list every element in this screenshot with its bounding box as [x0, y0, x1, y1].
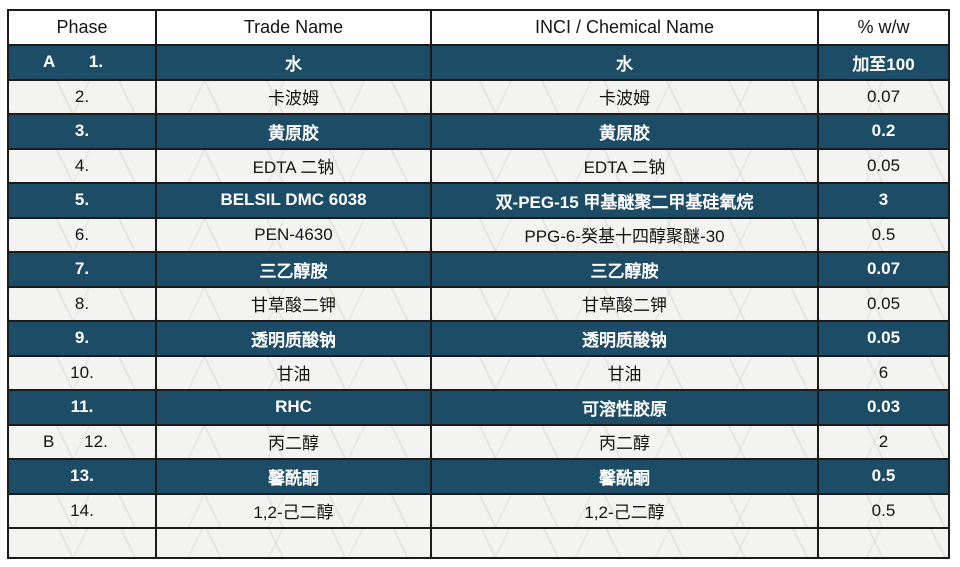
percent-cell: 0.07 — [817, 78, 950, 115]
trade-name-cell: 三乙醇胺 — [155, 251, 432, 288]
phase-letter: B — [43, 431, 55, 451]
table-row: A 1. 水 水 加至100 — [7, 44, 950, 81]
trade-name-cell: 丙二醇 — [155, 423, 432, 460]
trade-name-cell: BELSIL DMC 6038 — [155, 182, 432, 219]
header-row: Phase Trade Name INCI / Chemical Name % … — [7, 9, 950, 46]
inci-name-cell: 卡波姆 — [430, 78, 819, 115]
phase-letter: A — [43, 52, 56, 72]
row-number: 4. — [74, 155, 90, 175]
percent-cell: 0.03 — [817, 389, 950, 426]
table-row: 13. 馨酰酮 馨酰酮 0.5 — [7, 458, 950, 495]
inci-name-cell: 甘草酸二钾 — [430, 285, 819, 322]
phase-cell: 9. — [7, 320, 157, 357]
row-number: 2. — [74, 86, 90, 106]
inci-name-cell: EDTA 二钠 — [430, 147, 819, 184]
trade-name-cell: 甘油 — [155, 354, 432, 391]
inci-name-cell: PPG-6-癸基十四醇聚醚-30 — [430, 216, 819, 253]
inci-name-cell: 可溶性胶原 — [430, 389, 819, 426]
phase-cell: 11. — [7, 389, 157, 426]
inci-name-cell: 水 — [430, 44, 819, 81]
phase-cell: 10. — [7, 354, 157, 391]
trade-name-cell: 透明质酸钠 — [155, 320, 432, 357]
phase-cell: 6. — [7, 216, 157, 253]
row-number: 6. — [74, 224, 90, 244]
row-number: 14. — [70, 500, 94, 520]
phase-cell: B 12. — [7, 423, 157, 460]
inci-name-cell: 1,2-己二醇 — [430, 492, 819, 529]
row-number: 3. — [74, 121, 90, 141]
percent-cell: 0.07 — [817, 251, 950, 288]
phase-cell — [7, 527, 157, 559]
percent-cell: 0.05 — [817, 320, 950, 357]
row-number: 9. — [74, 328, 90, 348]
table-row: 7. 三乙醇胺 三乙醇胺 0.07 — [7, 251, 950, 288]
percent-cell: 0.5 — [817, 216, 950, 253]
table-row: 5. BELSIL DMC 6038 双-PEG-15 甲基醚聚二甲基硅氧烷 3 — [7, 182, 950, 219]
trade-name-cell: 馨酰酮 — [155, 458, 432, 495]
percent-cell: 2 — [817, 423, 950, 460]
percent-cell: 0.2 — [817, 113, 950, 150]
column-header-phase: Phase — [7, 9, 157, 46]
percent-cell: 6 — [817, 354, 950, 391]
percent-cell: 加至100 — [817, 44, 950, 81]
percent-cell: 0.05 — [817, 285, 950, 322]
phase-cell: 7. — [7, 251, 157, 288]
table-row: B 12. 丙二醇 丙二醇 2 — [7, 423, 950, 460]
table-row: 3. 黄原胶 黄原胶 0.2 — [7, 113, 950, 150]
table-row: 11. RHC 可溶性胶原 0.03 — [7, 389, 950, 426]
percent-cell: 0.05 — [817, 147, 950, 184]
column-header-trade-name: Trade Name — [155, 9, 432, 46]
column-header-inci-chemical-name: INCI / Chemical Name — [430, 9, 819, 46]
inci-name-cell: 黄原胶 — [430, 113, 819, 150]
trade-name-cell: 黄原胶 — [155, 113, 432, 150]
percent-cell: 0.5 — [817, 492, 950, 529]
row-number: 5. — [74, 190, 90, 210]
inci-name-cell: 甘油 — [430, 354, 819, 391]
trade-name-cell: RHC — [155, 389, 432, 426]
percent-cell — [817, 527, 950, 559]
table-row: 2. 卡波姆 卡波姆 0.07 — [7, 78, 950, 115]
inci-name-cell: 双-PEG-15 甲基醚聚二甲基硅氧烷 — [430, 182, 819, 219]
row-number: 13. — [70, 466, 94, 486]
trade-name-cell: EDTA 二钠 — [155, 147, 432, 184]
inci-name-cell: 透明质酸钠 — [430, 320, 819, 357]
phase-cell: 2. — [7, 78, 157, 115]
inci-name-cell: 三乙醇胺 — [430, 251, 819, 288]
table-row: 14. 1,2-己二醇 1,2-己二醇 0.5 — [7, 492, 950, 529]
phase-cell: 14. — [7, 492, 157, 529]
phase-cell: 8. — [7, 285, 157, 322]
row-number: 7. — [74, 259, 90, 279]
phase-cell: 5. — [7, 182, 157, 219]
phase-cell: 13. — [7, 458, 157, 495]
phase-cell: A 1. — [7, 44, 157, 81]
column-header-percent-ww: % w/w — [817, 9, 950, 46]
trade-name-cell: PEN-4630 — [155, 216, 432, 253]
row-number: 12. — [84, 431, 108, 451]
phase-cell: 4. — [7, 147, 157, 184]
inci-name-cell: 馨酰酮 — [430, 458, 819, 495]
inci-name-cell — [430, 527, 819, 559]
trade-name-cell: 水 — [155, 44, 432, 81]
inci-name-cell: 丙二醇 — [430, 423, 819, 460]
table-row: 6. PEN-4630 PPG-6-癸基十四醇聚醚-30 0.5 — [7, 216, 950, 253]
phase-cell: 3. — [7, 113, 157, 150]
row-number: 8. — [74, 293, 90, 313]
table-row: 8. 甘草酸二钾 甘草酸二钾 0.05 — [7, 285, 950, 322]
table-row: 10. 甘油 甘油 6 — [7, 354, 950, 391]
row-number: 1. — [88, 52, 104, 72]
row-number: 11. — [70, 397, 94, 417]
table-row-partial — [7, 527, 950, 559]
trade-name-cell: 1,2-己二醇 — [155, 492, 432, 529]
row-number: 10. — [70, 362, 94, 382]
percent-cell: 0.5 — [817, 458, 950, 495]
trade-name-cell — [155, 527, 432, 559]
table-row: 9. 透明质酸钠 透明质酸钠 0.05 — [7, 320, 950, 357]
trade-name-cell: 甘草酸二钾 — [155, 285, 432, 322]
trade-name-cell: 卡波姆 — [155, 78, 432, 115]
table-row: 4. EDTA 二钠 EDTA 二钠 0.05 — [7, 147, 950, 184]
percent-cell: 3 — [817, 182, 950, 219]
formulation-table: Phase Trade Name INCI / Chemical Name % … — [7, 9, 950, 559]
